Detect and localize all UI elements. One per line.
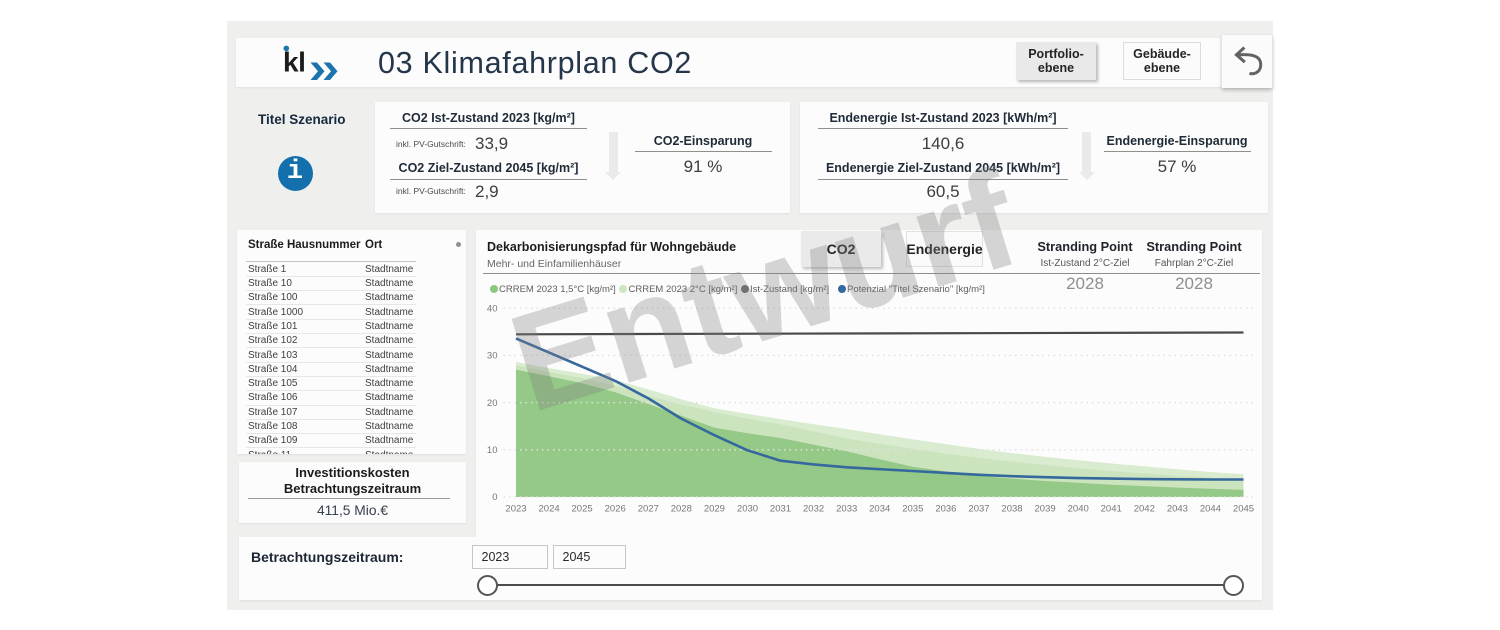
svg-text:10: 10: [487, 445, 498, 456]
svg-text:2024: 2024: [539, 504, 560, 515]
svg-text:2031: 2031: [770, 504, 791, 515]
svg-text:kl: kl: [283, 47, 305, 78]
svg-text:2043: 2043: [1167, 504, 1188, 515]
svg-text:2044: 2044: [1200, 504, 1221, 515]
svg-text:2026: 2026: [605, 504, 626, 515]
svg-text:2042: 2042: [1134, 504, 1155, 515]
svg-text:2029: 2029: [704, 504, 725, 515]
svg-text:2035: 2035: [902, 504, 923, 515]
svg-text:2036: 2036: [935, 504, 956, 515]
svg-text:2025: 2025: [572, 504, 593, 515]
svg-text:40: 40: [487, 303, 498, 314]
svg-text:2023: 2023: [505, 504, 526, 515]
svg-text:2039: 2039: [1035, 504, 1056, 515]
svg-text:2032: 2032: [803, 504, 824, 515]
svg-text:2037: 2037: [968, 504, 989, 515]
svg-text:20: 20: [487, 398, 498, 409]
svg-text:0: 0: [492, 492, 497, 503]
svg-text:2045: 2045: [1233, 504, 1254, 515]
svg-text:2033: 2033: [836, 504, 857, 515]
svg-text:2038: 2038: [1001, 504, 1022, 515]
svg-text:2027: 2027: [638, 504, 659, 515]
svg-text:2041: 2041: [1101, 504, 1122, 515]
svg-text:30: 30: [487, 351, 498, 362]
svg-text:2028: 2028: [671, 504, 692, 515]
svg-text:2034: 2034: [869, 504, 890, 515]
svg-text:2040: 2040: [1068, 504, 1089, 515]
svg-text:2030: 2030: [737, 504, 758, 515]
